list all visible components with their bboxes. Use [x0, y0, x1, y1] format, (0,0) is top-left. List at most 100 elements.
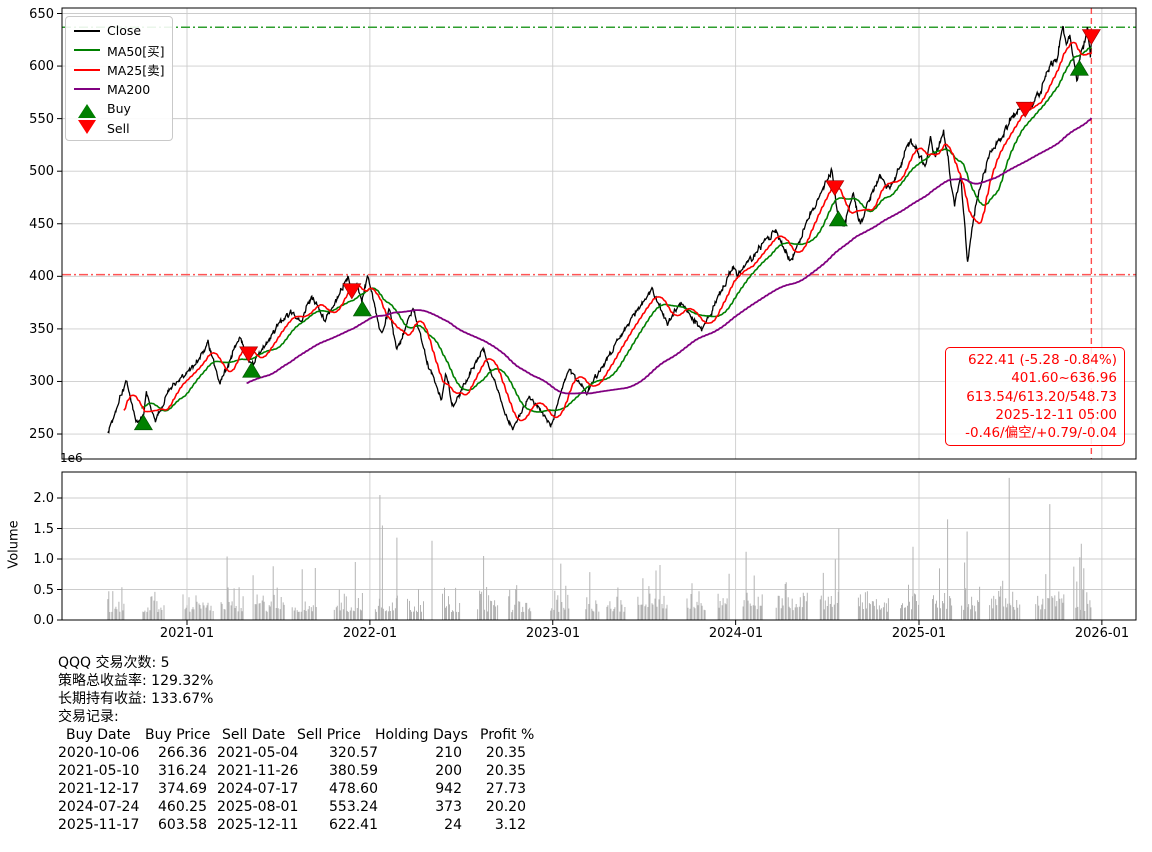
col-header-holding-days: Holding Days — [375, 727, 468, 743]
trade-row-sell-date: 2021-05-04 — [217, 745, 299, 761]
trade-row-sell-date: 2021-11-26 — [217, 763, 299, 779]
trade-row-profit: 20.35 — [485, 763, 526, 779]
summary-strategy-return: 策略总收益率: 129.32% — [58, 673, 214, 689]
col-header-buy-price: Buy Price — [145, 727, 211, 743]
sell-marker — [1081, 29, 1101, 46]
legend: Close MA50[买] MA25[卖] MA200 Buy Sell — [65, 16, 173, 141]
y-tick-250: 250 — [29, 427, 54, 442]
quote-ma-line: 613.54/613.20/548.73 — [966, 388, 1117, 405]
vol-tick-1.5: 1.5 — [33, 521, 54, 537]
trade-row-profit: 20.35 — [485, 745, 526, 761]
buy-marker — [352, 300, 372, 317]
trade-row-buy-price: 266.36 — [158, 745, 207, 761]
sell-marker — [239, 346, 259, 363]
quote-annotation-box: 622.41 (-5.28 -0.84%) 401.60~636.96 613.… — [945, 347, 1125, 447]
trade-row-sell-price: 622.41 — [329, 817, 378, 833]
trade-row-profit: 27.73 — [485, 781, 526, 797]
ma25-line-sample — [73, 68, 100, 71]
volume-panel-border — [61, 471, 1137, 621]
trade-row-buy-price: 374.69 — [158, 781, 207, 797]
summary-records-title: 交易记录: — [58, 709, 119, 725]
sell-marker — [342, 283, 362, 300]
quote-signal-line: -0.46/偏空/+0.79/-0.04 — [965, 425, 1117, 442]
trade-row-holding-days: 373 — [435, 799, 462, 815]
y-tick-450: 450 — [29, 217, 54, 232]
legend-item-close: Close — [73, 21, 168, 41]
y-tick-400: 400 — [29, 269, 54, 284]
legend-label: MA200 — [107, 81, 151, 97]
ma50-line-sample — [73, 49, 100, 52]
y-tick-600: 600 — [29, 59, 54, 74]
vol-tick-0.0: 0.0 — [33, 613, 54, 628]
buy-marker — [133, 414, 153, 431]
trade-row-buy-date: 2024-07-24 — [58, 799, 140, 815]
trade-row-sell-date: 2025-08-01 — [217, 799, 299, 815]
col-header-sell-price: Sell Price — [297, 727, 361, 743]
price-panel-border — [61, 7, 1137, 460]
trade-row-holding-days: 210 — [435, 745, 462, 761]
trade-row-buy-date: 2025-11-17 — [58, 817, 140, 833]
trade-row-buy-date: 2021-12-17 — [58, 781, 140, 797]
quote-range-line: 401.60~636.96 — [1011, 370, 1117, 387]
trade-row-sell-price: 553.24 — [329, 799, 378, 815]
ma25-line — [123, 41, 1093, 422]
legend-label: Sell — [107, 120, 130, 136]
ma200-line-sample — [73, 88, 100, 91]
buy-marker — [828, 210, 848, 227]
col-header-sell-date: Sell Date — [222, 727, 286, 743]
trade-row-profit: 20.20 — [485, 799, 526, 815]
x-tick-2025: 2025-01 — [891, 626, 947, 641]
x-tick-2024: 2024-01 — [708, 626, 764, 641]
ma200-line — [246, 117, 1093, 395]
y-tick-350: 350 — [29, 322, 54, 337]
trade-row-sell-price: 320.57 — [329, 745, 378, 761]
buy-marker — [242, 361, 262, 378]
legend-label: Close — [107, 23, 142, 39]
x-tick-2022: 2022-01 — [342, 626, 398, 641]
y-tick-500: 500 — [29, 164, 54, 179]
trade-row-buy-price: 316.24 — [158, 763, 207, 779]
trade-row-holding-days: 24 — [444, 817, 462, 833]
vol-tick-1.0: 1.0 — [33, 552, 54, 567]
ma50-line — [141, 46, 1092, 413]
trade-row-sell-date: 2025-12-11 — [217, 817, 299, 833]
trade-row-sell-date: 2024-07-17 — [217, 781, 299, 797]
buy-marker-icon — [73, 103, 100, 118]
close-line — [107, 25, 1093, 434]
sell-marker — [1015, 101, 1035, 118]
summary-trade-count: QQQ 交易次数: 5 — [58, 655, 170, 671]
legend-item-buy: Buy — [73, 99, 168, 119]
close-line-sample — [73, 29, 100, 32]
volume-scale-offset: 1e6 — [60, 451, 83, 465]
trade-row-buy-date: 2020-10-06 — [58, 745, 140, 761]
quote-time-line: 2025-12-11 05:00 — [995, 406, 1117, 423]
trade-row-profit: 3.12 — [494, 817, 526, 833]
legend-item-ma25: MA25[卖] — [73, 60, 168, 80]
sell-marker — [825, 180, 845, 197]
x-tick-2023: 2023-01 — [525, 626, 581, 641]
trade-row-holding-days: 942 — [435, 781, 462, 797]
volume-axis-label: Volume — [6, 520, 22, 569]
sell-marker-icon — [73, 120, 100, 135]
trade-row-holding-days: 200 — [435, 763, 462, 779]
vol-tick-0.5: 0.5 — [33, 582, 54, 598]
col-header-buy-date: Buy Date — [66, 727, 131, 743]
y-tick-650: 650 — [29, 6, 54, 22]
x-tick-2026: 2026-01 — [1074, 626, 1130, 641]
trade-row-buy-date: 2021-05-10 — [58, 763, 140, 779]
vol-tick-2.0: 2.0 — [33, 491, 54, 506]
buy-marker — [1069, 59, 1089, 76]
trade-row-sell-price: 478.60 — [329, 781, 378, 797]
trade-row-buy-price: 460.25 — [158, 799, 207, 815]
y-tick-550: 550 — [29, 112, 54, 127]
col-header-profit: Profit % — [480, 727, 535, 743]
quote-price-line: 622.41 (-5.28 -0.84%) — [967, 352, 1117, 368]
y-tick-300: 300 — [29, 374, 54, 389]
legend-item-sell: Sell — [73, 119, 168, 139]
trade-row-buy-price: 603.58 — [158, 817, 207, 833]
legend-label: MA50[买] — [107, 43, 165, 59]
summary-hold-return: 长期持有收益: 133.67% — [58, 691, 214, 707]
trade-row-sell-price: 380.59 — [329, 763, 378, 779]
